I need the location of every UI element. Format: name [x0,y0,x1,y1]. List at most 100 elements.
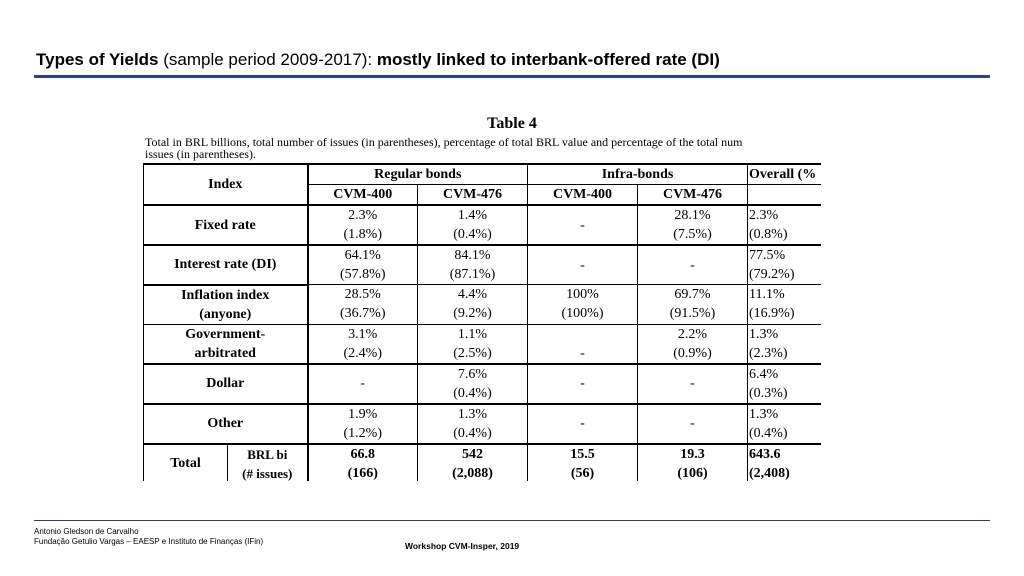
cell-value: - [580,217,585,233]
header-overall: Overall (% [747,163,821,185]
cell-value: 19.3 [680,446,705,462]
cell-value: 2.2% [677,326,708,342]
cell-count: (1.8%) [343,227,383,242]
cell-value: 1.1% [457,326,488,342]
cell-count: (2.4%) [343,345,383,361]
cell-value: - [690,376,695,391]
table-row: Other 1.9% (1.2%) 1.3% (0.4%) - - 1.3% (0.4… [143,403,821,445]
cell-value: 1.3% [749,326,779,342]
table-row: Government-arbitrated 3.1% (2.4%) 1.1% (2.… [143,324,821,365]
cell-value: - [580,257,585,273]
cell-count: (0.8%) [749,227,788,242]
cell-value: 1.4% [457,208,488,223]
yields-table: Index Regular bonds Infra-bonds Overall … [143,163,821,481]
cell-count: (2,408) [749,465,790,481]
table-note: Total in BRL billions, total number of i… [145,136,821,162]
cell-value: 77.5% [749,248,786,263]
table-row: Interest rate (DI) 64.1% (57.8%) 84.1% (87… [143,245,821,286]
cell-value: 66.8 [350,446,376,462]
cell-count: (0.4%) [453,227,492,242]
header-cvm400-regular: CVM-400 [306,184,418,206]
cell-value: 2.3% [348,208,378,223]
cell-count: (0.4%) [453,425,492,441]
cell-value: 28.5% [344,287,381,303]
title-bold-part-2: mostly linked to interbank-offered rate … [376,50,720,69]
cell-count: (166) [347,465,378,481]
cell-value: 84.1% [454,248,491,263]
cell-value: 4.4% [457,287,488,303]
total-row: Total BRL bi (# issues) 66.8 (166) 542 (2,0… [143,443,821,481]
table-note-line-2: issues (in parentheses). [145,147,256,161]
row-label-inflation-index: Inflation index (anyone) [143,284,308,325]
cell-value: 15.5 [570,446,595,462]
cell-value: - [690,257,695,273]
table-row: Inflation index (anyone) 28.5% (36.7%) 4.4… [143,284,821,325]
cell-count: (1.2%) [343,425,383,441]
row-label-total: Total [143,443,228,481]
cell-value: - [580,376,585,391]
cell-count: (9.2%) [453,306,492,322]
header-cvm476-regular: CVM-476 [417,184,528,206]
row-label-interest-rate: Interest rate (DI) [143,245,308,286]
total-unit-label: BRL bi (# issues) [226,443,308,481]
cell-count: (0.4%) [749,425,788,441]
cell-value: 542 [462,446,484,462]
cell-value: 6.4% [749,366,779,382]
footer-event: Workshop CVM-Insper, 2019 [405,541,520,551]
cell-value: 100% [566,287,599,303]
cell-value: 28.1% [674,208,711,223]
cell-value: 1.3% [457,406,488,422]
table-note-line-1: Total in BRL billions, total number of i… [145,136,743,149]
row-label-fixed-rate: Fixed rate [143,205,308,246]
row-label-dollar: Dollar [143,363,308,405]
header-cvm476-infra: CVM-476 [637,184,748,206]
cell-count: (7.5%) [673,227,712,242]
yields-table-container: Index Regular bonds Infra-bonds Overall … [143,163,821,481]
cell-count: (100%) [561,306,604,322]
cell-count: (56) [570,465,595,481]
cell-value: 11.1% [749,287,785,303]
cell-value: 2.3% [749,208,779,223]
cell-count: (57.8%) [340,267,386,282]
cell-value: 1.9% [348,406,378,422]
table-row: Fixed rate 2.3% (1.8%) 1.4% (0.4%) - 28.1%… [143,205,821,246]
cell-value: 643.6 [749,446,781,462]
cell-count: (106) [677,465,708,481]
cell-count: (0.9%) [673,345,712,361]
cell-count: - [580,345,585,361]
cell-value [528,325,637,344]
cell-value: 64.1% [344,248,381,263]
footer-author-block: Antonio Gledson de Carvalho Fundação Get… [34,527,263,547]
footer-author: Antonio Gledson de Carvalho [34,527,139,536]
row-label-government-arbitrated: Government-arbitrated [143,324,308,365]
cell-value: - [360,376,366,391]
cell-value: 7.6% [457,366,488,382]
cell-value: - [580,416,585,431]
title-regular-part: (sample period 2009-2017): [163,50,373,69]
cell-count: (0.3%) [749,385,788,401]
header-regular-bonds: Regular bonds [306,163,528,185]
footer-affiliation: Fundação Getulio Vargas – EAESP e Instit… [34,537,264,546]
cell-count: (0.4%) [453,385,492,401]
table-caption: Table 4 [487,115,537,132]
header-row-subcols: CVM-400 CVM-476 CVM-400 CVM-476 [144,184,821,206]
cell-count: (2,088) [452,465,493,481]
table-row: Dollar - 7.6% (0.4%) - - 6.4% (0.3%) [143,363,821,405]
slide-title: Types of Yields (sample period 2009-2017… [36,50,720,70]
cell-count: (36.7%) [340,306,386,322]
header-overall-sub [747,184,821,206]
header-infra-bonds: Infra-bonds [527,163,748,185]
header-index: Index [143,163,308,206]
cell-count: (2.5%) [453,345,492,361]
cell-value: 3.1% [348,326,378,342]
title-bold-part: Types of Yields [36,50,159,69]
cell-value: - [690,416,695,431]
cell-count: (16.9%) [749,306,795,322]
cell-value: 69.7% [674,287,711,303]
row-label-other: Other [143,403,308,445]
cell-count: (91.5%) [669,306,716,322]
cell-count: (87.1%) [449,267,496,282]
cell-count: (2.3%) [749,345,788,361]
header-row-groups: Index Regular bonds Infra-bonds Overall … [143,163,821,206]
footer-divider [34,520,990,521]
